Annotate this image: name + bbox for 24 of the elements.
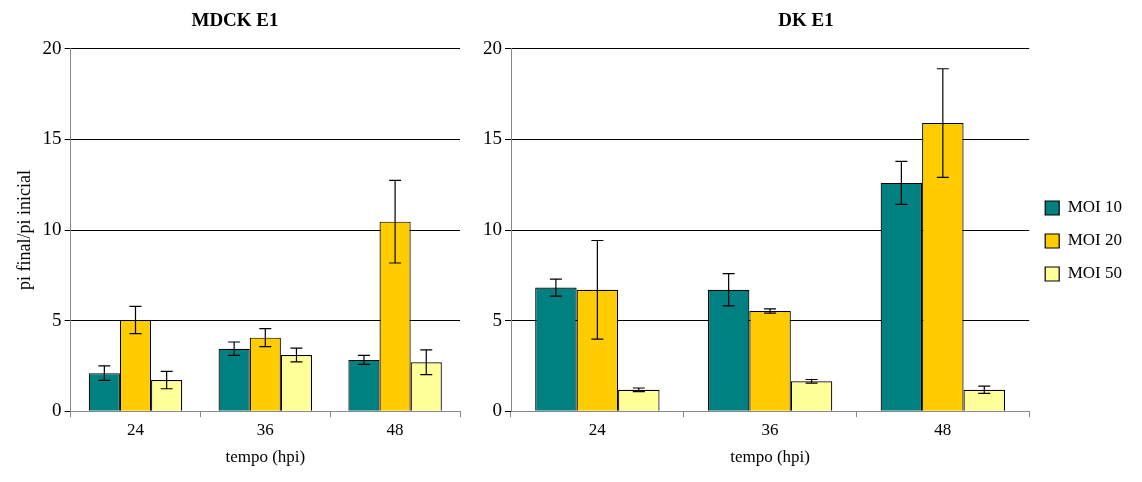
legend-label: MOI 10 (1067, 197, 1123, 217)
y-tick-label: 0 (52, 399, 62, 421)
legend-label: MOI 50 (1067, 263, 1123, 283)
y-tick-label: 15 (483, 127, 502, 149)
x-tick-label: 36 (761, 419, 779, 439)
chart-title: DK E1 (778, 9, 834, 31)
y-tick-label: 5 (52, 308, 62, 330)
x-tick-label: 36 (256, 419, 274, 439)
y-tick-label: 10 (42, 217, 62, 239)
x-tick-label: 48 (934, 419, 952, 439)
y-tick-label: 15 (42, 127, 62, 149)
x-tick-label: 24 (588, 419, 607, 439)
chart-title: MDCK E1 (191, 9, 279, 31)
x-axis-title: tempo (hpi) (225, 447, 306, 467)
legend-label: MOI 20 (1067, 230, 1123, 250)
y-axis-title: pi final/pi inicial (13, 170, 34, 290)
y-tick-label: 0 (492, 399, 502, 421)
x-tick-label: 24 (127, 419, 145, 439)
y-tick-label: 20 (42, 36, 62, 58)
y-tick-label: 5 (492, 308, 502, 330)
x-axis-title: tempo (hpi) (730, 447, 810, 467)
x-tick-label: 48 (386, 419, 404, 439)
y-tick-label: 10 (483, 217, 502, 239)
y-tick-label: 20 (483, 36, 502, 58)
